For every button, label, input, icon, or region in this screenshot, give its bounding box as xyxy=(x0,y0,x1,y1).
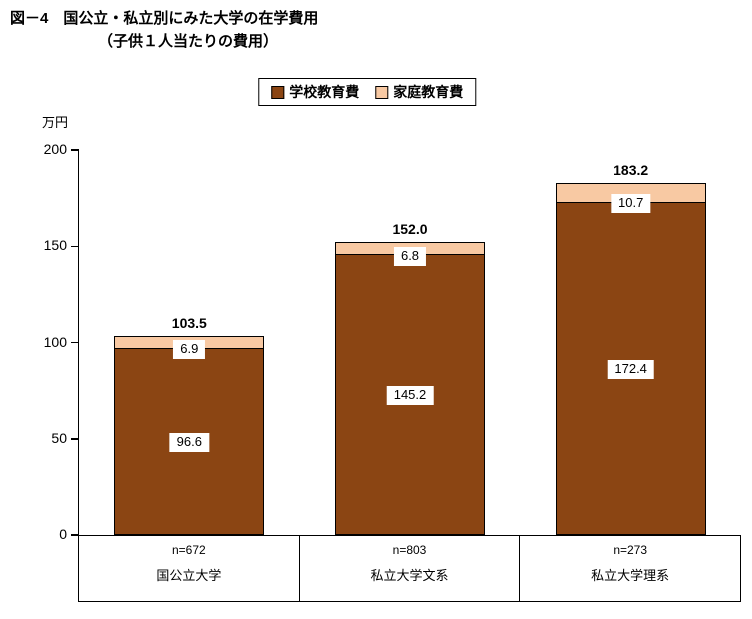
y-axis-unit: 万円 xyxy=(41,115,68,130)
legend: 学校教育費 家庭教育費 xyxy=(258,78,477,106)
category-cell: n=672 国公立大学 xyxy=(79,535,300,601)
plot-area: 0 50 100 150 200 103.5 6.9 96.6 152.0 6.8 145.2 183… xyxy=(44,141,741,542)
bar-3: 183.2 10.7 172.4 xyxy=(555,162,706,535)
home-swatch-icon xyxy=(375,85,389,99)
chart-title-line2: （子供１人当たりの費用） xyxy=(98,32,279,50)
school-swatch-icon xyxy=(271,85,285,99)
category-label: 私立大学文系 xyxy=(370,568,449,583)
home-value-label: 6.9 xyxy=(173,340,206,360)
y-tick-label: 100 xyxy=(43,333,67,350)
chart-title: 図－4 国公立・私立別にみた大学の在学費用 （子供１人当たりの費用） xyxy=(10,8,318,53)
y-tick-label: 50 xyxy=(51,429,67,446)
y-tick-mark xyxy=(71,534,79,536)
home-value-label: 10.7 xyxy=(611,194,651,214)
school-value-label: 96.6 xyxy=(169,433,209,453)
bar-1: 103.5 6.9 96.6 xyxy=(114,315,265,535)
sample-size-label: n=803 xyxy=(392,543,427,557)
y-tick-mark xyxy=(71,245,79,247)
school-value-label: 172.4 xyxy=(607,360,654,380)
school-value-label: 145.2 xyxy=(386,386,434,406)
chart-title-line1: 図－4 国公立・私立別にみた大学の在学費用 xyxy=(10,10,319,27)
home-value-label: 6.8 xyxy=(393,246,427,266)
y-tick-label: 200 xyxy=(43,141,67,157)
category-cell: n=273 私立大学理系 xyxy=(520,535,742,601)
y-tick-mark xyxy=(71,341,79,344)
category-label: 国公立大学 xyxy=(156,568,222,583)
category-label: 私立大学理系 xyxy=(591,568,670,583)
bar-2: 152.0 6.8 145.2 xyxy=(335,221,485,535)
total-value-label: 183.2 xyxy=(613,161,649,178)
legend-item-school: 学校教育費 xyxy=(271,82,359,102)
legend-item-home: 家庭教育費 xyxy=(375,82,463,102)
y-tick-mark xyxy=(71,149,79,151)
category-cell: n=803 私立大学文系 xyxy=(300,535,521,601)
y-tick-mark xyxy=(71,438,79,440)
legend-label-school: 学校教育費 xyxy=(289,84,360,100)
y-tick-label: 150 xyxy=(43,237,67,254)
legend-label-home: 家庭教育費 xyxy=(393,84,464,100)
sample-size-label: n=672 xyxy=(171,543,206,557)
category-table: n=672 国公立大学 n=803 私立大学文系 n=273 私立大学理系 xyxy=(78,535,742,602)
sample-size-label: n=273 xyxy=(613,543,648,557)
total-value-label: 152.0 xyxy=(392,221,428,238)
y-tick-label: 0 xyxy=(59,526,67,542)
total-value-label: 103.5 xyxy=(171,314,207,331)
